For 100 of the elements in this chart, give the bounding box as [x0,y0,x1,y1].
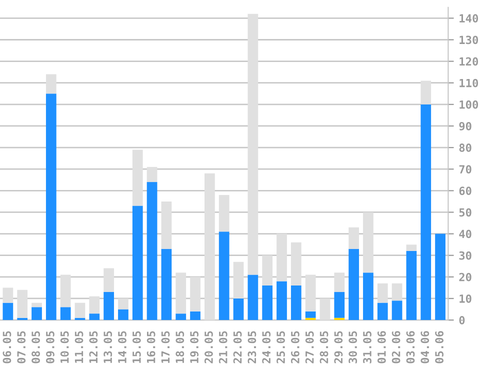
y-tick-label: 100 [460,100,478,109]
bar [305,318,316,320]
bar [334,292,345,318]
bar [190,311,200,320]
x-tick-label: 07.05 [17,331,26,364]
x-tick-label: 22.05 [233,331,242,364]
bar [406,251,417,320]
x-tick-label: 06.05 [2,331,12,364]
x-tick-label: 31.05 [363,331,372,364]
x-tick-label: 19.05 [190,331,199,363]
y-tick-label: 30 [459,251,472,260]
bar [146,182,158,320]
bar [161,248,172,320]
bar [176,272,186,314]
y-tick-label: 130 [460,36,478,44]
x-tick-label: 24.05 [262,331,271,364]
y-tick-label: 40 [459,230,472,238]
bar [392,283,402,301]
bar [89,314,100,320]
y-tick-label: 70 [459,165,472,174]
bar [2,302,14,320]
bar [420,80,432,104]
x-tick-label: 16.05 [146,331,156,363]
bar [377,302,388,320]
bar [60,307,71,320]
bar [420,104,432,320]
bar [104,268,114,292]
x-tick-label: 27.05 [305,331,314,364]
bar [190,276,200,312]
x-tick-label: 09.05 [46,331,54,364]
bar [320,298,330,320]
x-tick-label: 15.05 [132,331,141,363]
bar [146,166,158,182]
x-tick-label: 02.06 [392,331,400,364]
bar [118,309,128,320]
bar [32,302,42,308]
x-tick-label: 29.05 [334,331,343,364]
bar [74,318,86,320]
x-tick-label: 11.05 [74,331,84,363]
bar [262,255,273,286]
bar [305,274,316,312]
x-tick-label: 13.05 [104,331,112,363]
bar [204,173,215,320]
bar [276,281,287,320]
x-tick-label: 18.05 [176,331,184,363]
bar [248,274,258,320]
bar [248,14,258,275]
bar [348,227,359,249]
bar [118,298,128,310]
x-tick-label: 25.05 [276,331,285,364]
bar [218,194,230,232]
bar [2,288,14,303]
x-tick-label: 12.05 [89,331,98,363]
bar [233,262,244,298]
y-tick-label: 10 [460,294,472,303]
y-tick-label: 120 [460,57,478,66]
bar [233,298,244,320]
bar [334,272,345,292]
x-tick-label: 20.05 [204,331,213,364]
x-tick-label: 08.05 [32,331,40,364]
bar [89,296,100,314]
bar [363,272,374,320]
bar [74,302,86,318]
bar [290,286,302,320]
bar [46,74,56,94]
y-tick-label: 80 [459,144,472,152]
bar [348,248,359,320]
bar [32,307,42,320]
x-tick-label: 04.06 [420,331,430,364]
bar [104,292,114,320]
x-tick-label: 03.06 [406,331,415,364]
y-tick-label: 140 [460,14,478,23]
x-tick-label: 17.05 [161,331,170,363]
x-tick-label: 23.05 [248,331,256,364]
bar [435,234,446,320]
bar [17,290,28,318]
bar [305,311,316,318]
bar [406,244,417,252]
x-tick-label: 14.05 [118,331,126,363]
bar [46,94,56,320]
bar [176,314,186,320]
y-tick-label: 60 [459,186,472,196]
bar [60,274,71,308]
bar [262,286,273,320]
x-tick-label: 01.06 [377,331,386,364]
bar [218,232,230,320]
bar [363,212,374,273]
y-tick-label: 0 [459,316,465,324]
bar [132,150,143,206]
y-tick-label: 90 [459,122,472,130]
x-tick-label: 10.05 [60,331,69,363]
y-tick-label: 50 [459,208,472,217]
y-tick-label: 110 [460,78,478,88]
y-tick-label: 20 [459,272,472,282]
x-tick-label: 26.05 [290,331,300,364]
bar [334,318,345,320]
bar [161,201,172,249]
x-tick-label: 05.06 [435,331,444,364]
x-tick-label: 28.05 [320,331,328,364]
bar [276,234,287,282]
